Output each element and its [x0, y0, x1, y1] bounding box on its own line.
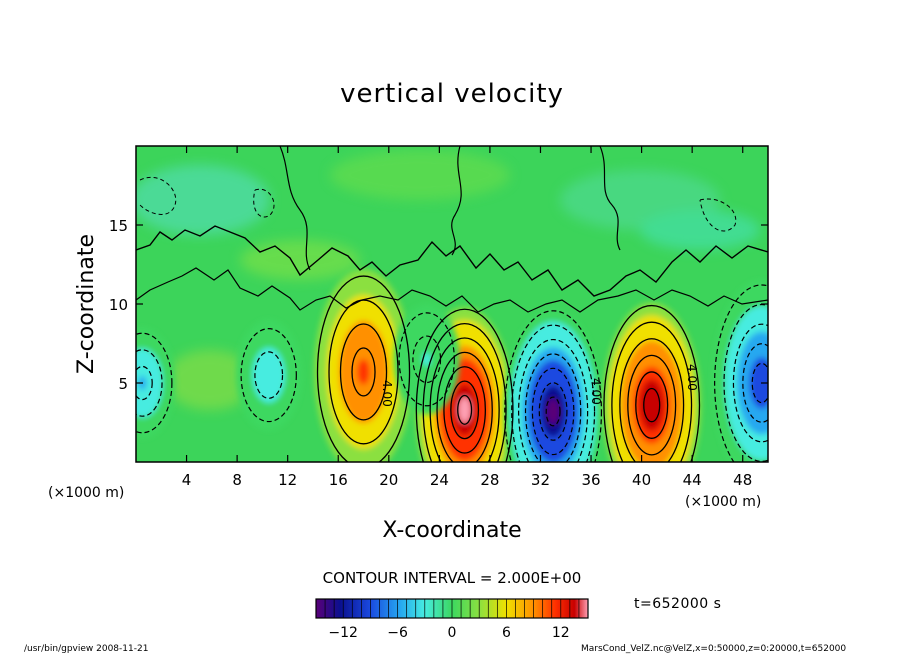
contour-ring — [412, 335, 442, 384]
contour-ring — [538, 382, 568, 441]
contour-ring — [450, 380, 480, 440]
colorbar-tick-label: 0 — [448, 625, 457, 641]
x-unit-left: (×1000 m) — [48, 485, 124, 501]
y-tick-label: 10 — [109, 296, 128, 314]
colorbar: −12 −6 0 6 12 — [315, 598, 589, 641]
contour-ring — [714, 284, 768, 462]
field-cell-7 — [393, 304, 460, 415]
y-tick-label: 5 — [118, 375, 128, 393]
x-tick-label: 40 — [632, 471, 651, 489]
contour-ring — [136, 349, 163, 417]
contour-ring — [732, 323, 768, 443]
x-tick-label: 4 — [182, 471, 192, 489]
field-band — [645, 392, 658, 418]
contour-ring — [240, 328, 297, 423]
x-tick-label: 24 — [430, 471, 449, 489]
contour-interval: CONTOUR INTERVAL = 2.000E+00 — [323, 569, 582, 587]
contour-lines — [136, 275, 768, 462]
contour-ring — [603, 304, 701, 462]
x-tick-label: 28 — [480, 471, 499, 489]
x-axis-label: X-coordinate — [382, 518, 521, 543]
x-tick-label: 12 — [278, 471, 297, 489]
x-tick-label: 48 — [733, 471, 752, 489]
field-cell-6 — [136, 327, 176, 439]
upper-contour-5 — [599, 146, 621, 251]
upper-contour-4 — [451, 146, 462, 256]
x-tick-label: 36 — [581, 471, 600, 489]
contour-ring — [742, 343, 768, 423]
contour-ring — [136, 365, 153, 401]
colorbar-tick-label: 12 — [552, 625, 570, 641]
footer-source: MarsCond_VelZ.nc@VelZ,x=0:50000,z=0:2000… — [581, 644, 846, 654]
contour-label-1: 4.00 — [380, 380, 394, 407]
y-tick-label: 15 — [109, 217, 128, 235]
contour-ring — [518, 338, 589, 462]
x-tick-label: 20 — [379, 471, 398, 489]
colorbar-frame — [315, 598, 589, 619]
field-cell-3 — [602, 302, 701, 462]
contour-ring — [415, 308, 514, 462]
contour-ring — [398, 312, 455, 407]
contour-ring — [339, 323, 388, 421]
x-tick-label: 32 — [531, 471, 550, 489]
contour-ring — [627, 354, 677, 456]
contour-ring — [635, 371, 669, 439]
x-axis-ticks: 4 8 12 16 20 24 28 32 36 40 44 48 — [182, 146, 752, 489]
contour-ring — [436, 351, 493, 462]
contour-ring — [422, 322, 507, 462]
contour-ring — [611, 321, 693, 462]
colorbar-ticks: −12 −6 0 6 12 — [315, 599, 589, 641]
contour-ring — [351, 347, 376, 397]
field-band — [264, 368, 273, 383]
contour-ring — [643, 387, 661, 423]
contour-ring — [504, 310, 603, 462]
contour-ring — [524, 353, 582, 462]
time-label: t=652000 s — [634, 596, 721, 612]
x-tick-label: 8 — [232, 471, 242, 489]
dashed-upper-contour — [139, 176, 177, 215]
contour-ring — [429, 337, 500, 462]
footer-program: /usr/bin/gpview 2008-11-21 — [24, 644, 148, 654]
plot-area — [136, 146, 768, 462]
chart-title: vertical velocity — [340, 79, 564, 109]
x-unit-right: (×1000 m) — [685, 494, 761, 510]
upper-zero-contour — [136, 225, 768, 297]
contour-ring — [316, 275, 411, 462]
y-axis-label: Z-coordinate — [74, 234, 99, 374]
contour-ring — [136, 332, 173, 434]
field-band — [546, 398, 560, 425]
velocity-field — [136, 269, 768, 462]
contour-ring — [531, 367, 575, 456]
x-tick-label: 16 — [329, 471, 348, 489]
field-cell-0 — [314, 269, 413, 462]
colorbar-tick-label: −12 — [328, 625, 358, 641]
contour-label-2: 4.00 — [589, 378, 603, 405]
y-axis-ticks: 5 10 15 — [109, 217, 768, 393]
colorbar-tick-label: 6 — [502, 625, 511, 641]
field-cell-5 — [235, 319, 302, 431]
field-band — [458, 397, 471, 423]
upper-contour-3 — [279, 146, 311, 271]
x-tick-label: 44 — [683, 471, 702, 489]
field-band — [357, 359, 370, 385]
colorbar-tick-label: −6 — [387, 625, 408, 641]
contour-ring — [443, 366, 486, 454]
contour-label-3: 4.00 — [685, 364, 699, 391]
contour-ring — [457, 394, 473, 425]
contour-ring — [254, 351, 284, 399]
contour-ring — [545, 396, 561, 427]
contour-ring — [619, 338, 685, 462]
contour-ring — [511, 324, 596, 462]
dashed-upper-contour-3 — [699, 198, 737, 232]
field-band — [422, 352, 431, 367]
upper-contour-2 — [136, 267, 768, 313]
